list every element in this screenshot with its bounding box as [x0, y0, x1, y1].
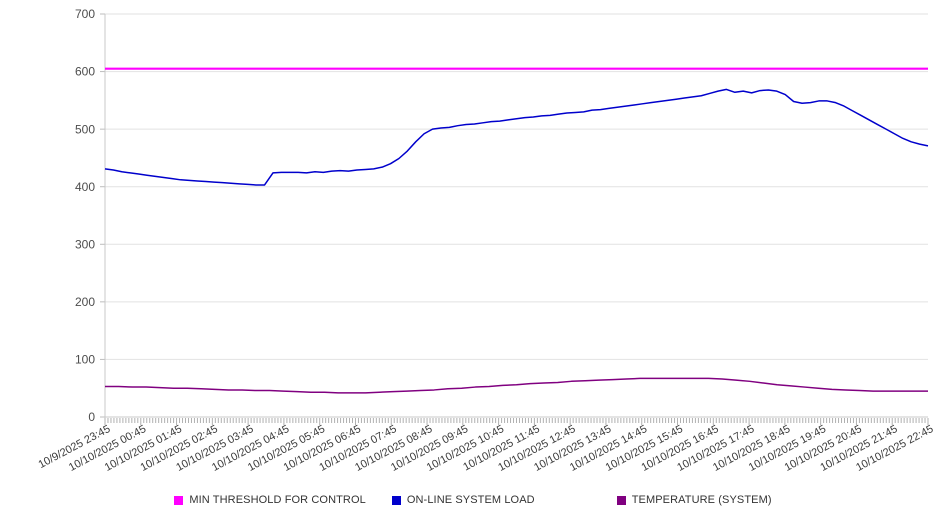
legend-item-label: TEMPERATURE (SYSTEM) [631, 494, 772, 506]
y-tick-label: 400 [75, 180, 95, 194]
legend-item-label: MIN THRESHOLD FOR CONTROL [189, 494, 366, 506]
y-tick-label: 0 [88, 410, 95, 424]
legend-color-swatch [174, 495, 184, 505]
y-tick-label: 200 [75, 295, 95, 309]
legend-item-label: ON-LINE SYSTEM LOAD [406, 494, 535, 506]
data-series [104, 67, 929, 394]
legend-item[interactable]: ON-LINE SYSTEM LOAD [391, 494, 535, 506]
series-line [104, 88, 929, 186]
y-tick-label: 100 [75, 353, 95, 367]
y-tick-label: 300 [75, 237, 95, 251]
legend-color-swatch [616, 495, 626, 505]
y-axis-tick-labels: 0 100 200 300 400 500 600 700 [75, 7, 95, 424]
legend-item[interactable]: TEMPERATURE (SYSTEM) [616, 494, 772, 506]
y-tick-label: 500 [75, 122, 95, 136]
series-line [105, 377, 928, 394]
legend-color-swatch [391, 495, 401, 505]
chart-legend: MIN THRESHOLD FOR CONTROL ON-LINE SYSTEM … [0, 494, 946, 506]
x-axis [104, 14, 929, 425]
legend-item[interactable]: MIN THRESHOLD FOR CONTROL [174, 494, 366, 506]
y-tick-label: 700 [75, 7, 95, 21]
y-tick-label: 600 [75, 65, 95, 79]
gridlines [100, 13, 928, 418]
